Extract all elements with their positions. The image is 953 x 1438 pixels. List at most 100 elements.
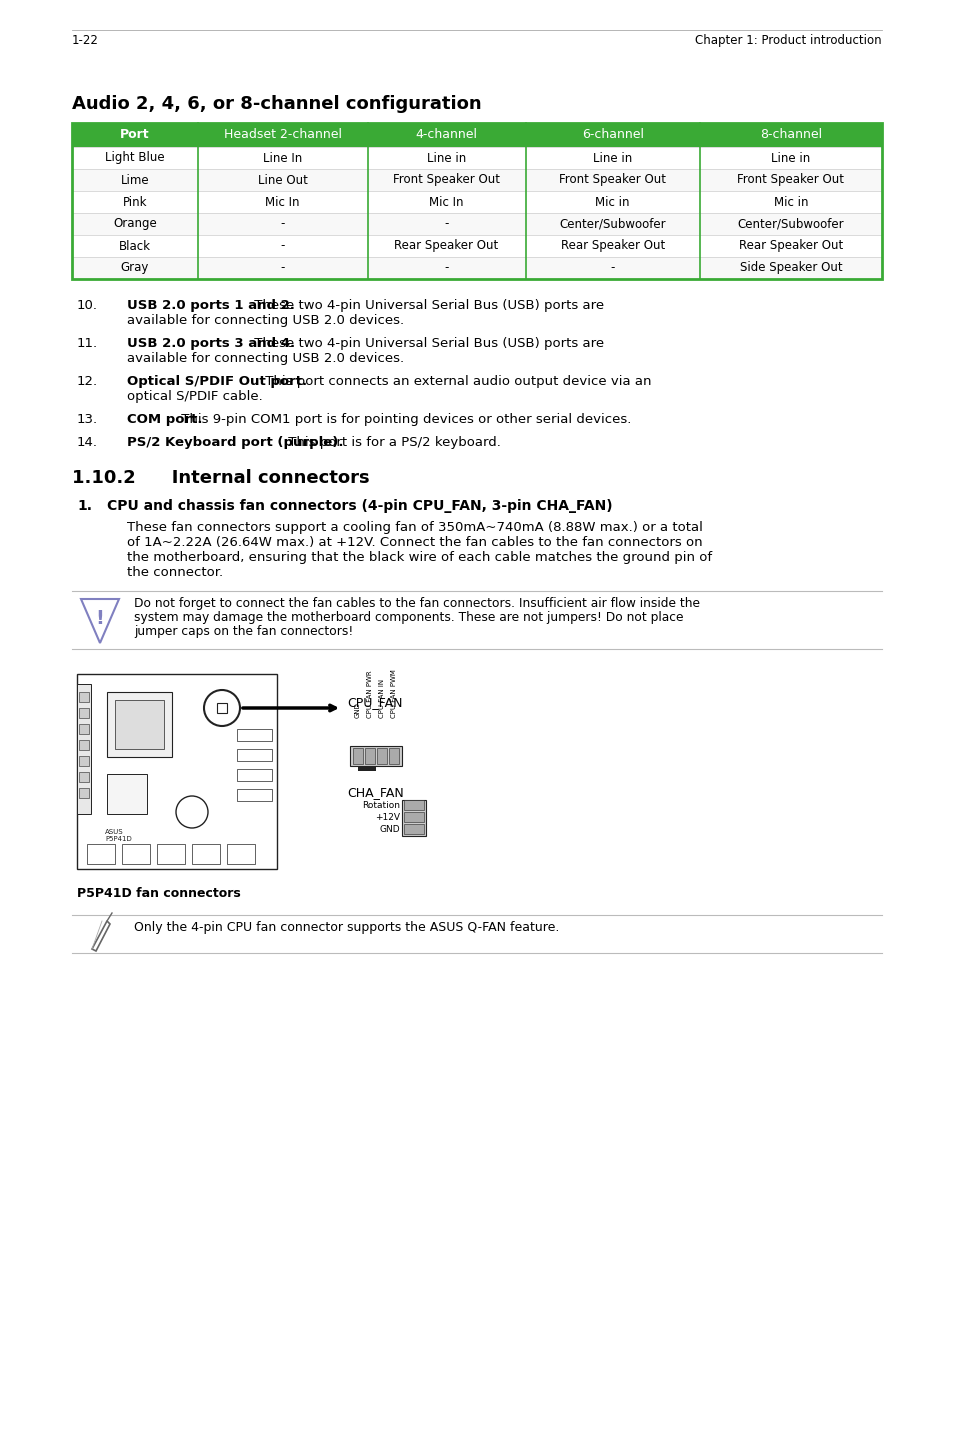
Text: -: - [280,217,285,230]
Bar [216,703,227,713]
Text: the connector.: the connector. [127,567,223,580]
Bar [77,684,91,814]
Text: CPU_FAN: CPU_FAN [347,696,402,709]
Text: Mic In: Mic In [265,196,299,209]
Text: the motherboard, ensuring that the black wire of each cable matches the ground p: the motherboard, ensuring that the black… [127,551,711,564]
Text: 8-channel: 8-channel [759,128,821,141]
Bar [236,749,272,761]
Text: This port connects an external audio output device via an: This port connects an external audio out… [261,375,651,388]
Text: Front Speaker Out: Front Speaker Out [393,174,499,187]
Text: -: - [280,240,285,253]
Text: 1-22: 1-22 [71,35,99,47]
Text: P5P41D fan connectors: P5P41D fan connectors [77,887,240,900]
Text: Rear Speaker Out: Rear Speaker Out [560,240,664,253]
Bar [71,213,882,234]
Text: -: - [280,262,285,275]
Bar [79,788,89,798]
Bar [353,748,363,764]
Text: Center/Subwoofer: Center/Subwoofer [737,217,843,230]
Text: -: - [610,262,615,275]
Bar [77,674,276,869]
Text: Only the 4-pin CPU fan connector supports the ASUS Q-FAN feature.: Only the 4-pin CPU fan connector support… [133,920,558,935]
Text: ASUS
P5P41D: ASUS P5P41D [105,828,132,843]
Text: These two 4-pin Universal Serial Bus (USB) ports are: These two 4-pin Universal Serial Bus (US… [250,299,603,312]
Text: 14.: 14. [77,436,98,449]
Bar [403,800,423,810]
Text: Chapter 1: Product introduction: Chapter 1: Product introduction [695,35,882,47]
Text: PS/2 Keyboard port (purple).: PS/2 Keyboard port (purple). [127,436,343,449]
Bar [236,729,272,741]
Bar [71,170,882,191]
Text: Port: Port [120,128,150,141]
Text: Front Speaker Out: Front Speaker Out [558,174,665,187]
Text: Audio 2, 4, 6, or 8-channel configuration: Audio 2, 4, 6, or 8-channel configuratio… [71,95,481,114]
Bar [357,766,375,771]
Text: CPU FAN PWR: CPU FAN PWR [367,670,373,718]
Text: +12V: +12V [375,812,399,821]
Text: Orange: Orange [112,217,156,230]
Text: Lime: Lime [120,174,149,187]
Text: 13.: 13. [77,413,98,426]
Bar [107,692,172,756]
Bar [227,844,254,864]
Bar [389,748,398,764]
Bar [79,692,89,702]
Text: !: ! [95,610,104,628]
Text: USB 2.0 ports 3 and 4.: USB 2.0 ports 3 and 4. [127,336,294,349]
Text: CPU FAN IN: CPU FAN IN [378,679,385,718]
Text: -: - [444,217,448,230]
Text: Side Speaker Out: Side Speaker Out [739,262,841,275]
Text: CPU and chassis fan connectors (4-pin CPU_FAN, 3-pin CHA_FAN): CPU and chassis fan connectors (4-pin CP… [107,499,612,513]
Bar [79,741,89,751]
Text: These two 4-pin Universal Serial Bus (USB) ports are: These two 4-pin Universal Serial Bus (US… [250,336,603,349]
Text: 1.10.2  Internal connectors: 1.10.2 Internal connectors [71,469,369,487]
Text: Front Speaker Out: Front Speaker Out [737,174,843,187]
Text: available for connecting USB 2.0 devices.: available for connecting USB 2.0 devices… [127,313,404,326]
Text: Line In: Line In [263,151,302,164]
Bar [115,700,164,749]
Bar [401,800,426,835]
Text: Pink: Pink [122,196,147,209]
Text: Line in: Line in [427,151,466,164]
Bar [107,774,147,814]
Text: 4-channel: 4-channel [416,128,477,141]
Bar [403,812,423,823]
Text: Line in: Line in [593,151,632,164]
Text: Black: Black [119,240,151,253]
Text: CPU FAN PWM: CPU FAN PWM [391,669,396,718]
Bar [192,844,220,864]
Text: Center/Subwoofer: Center/Subwoofer [558,217,665,230]
Bar [236,769,272,781]
Text: 12.: 12. [77,375,98,388]
Bar [236,789,272,801]
Text: Headset 2-channel: Headset 2-channel [223,128,341,141]
Text: COM port.: COM port. [127,413,202,426]
Text: 10.: 10. [77,299,98,312]
Bar [71,124,882,147]
Bar [71,124,882,279]
Text: Line in: Line in [770,151,810,164]
Text: Mic in: Mic in [595,196,629,209]
Bar [376,748,387,764]
Bar [79,707,89,718]
Text: 1.: 1. [77,499,91,513]
Bar [71,234,882,257]
Bar [403,824,423,834]
Text: optical S/PDIF cable.: optical S/PDIF cable. [127,390,262,403]
Bar [71,257,882,279]
Text: USB 2.0 ports 1 and 2.: USB 2.0 ports 1 and 2. [127,299,294,312]
Text: -: - [444,262,448,275]
Text: available for connecting USB 2.0 devices.: available for connecting USB 2.0 devices… [127,352,404,365]
Text: Gray: Gray [120,262,149,275]
Text: Light Blue: Light Blue [105,151,165,164]
Bar [365,748,375,764]
Text: GND: GND [379,824,399,834]
Text: Rear Speaker Out: Rear Speaker Out [395,240,498,253]
Bar [71,147,882,170]
Bar [87,844,115,864]
Text: Do not forget to connect the fan cables to the fan connectors. Insufficient air : Do not forget to connect the fan cables … [133,597,700,610]
Text: Rear Speaker Out: Rear Speaker Out [738,240,842,253]
Text: These fan connectors support a cooling fan of 350mA~740mA (8.88W max.) or a tota: These fan connectors support a cooling f… [127,521,702,533]
Bar [79,756,89,766]
Text: This 9-pin COM1 port is for pointing devices or other serial devices.: This 9-pin COM1 port is for pointing dev… [177,413,631,426]
